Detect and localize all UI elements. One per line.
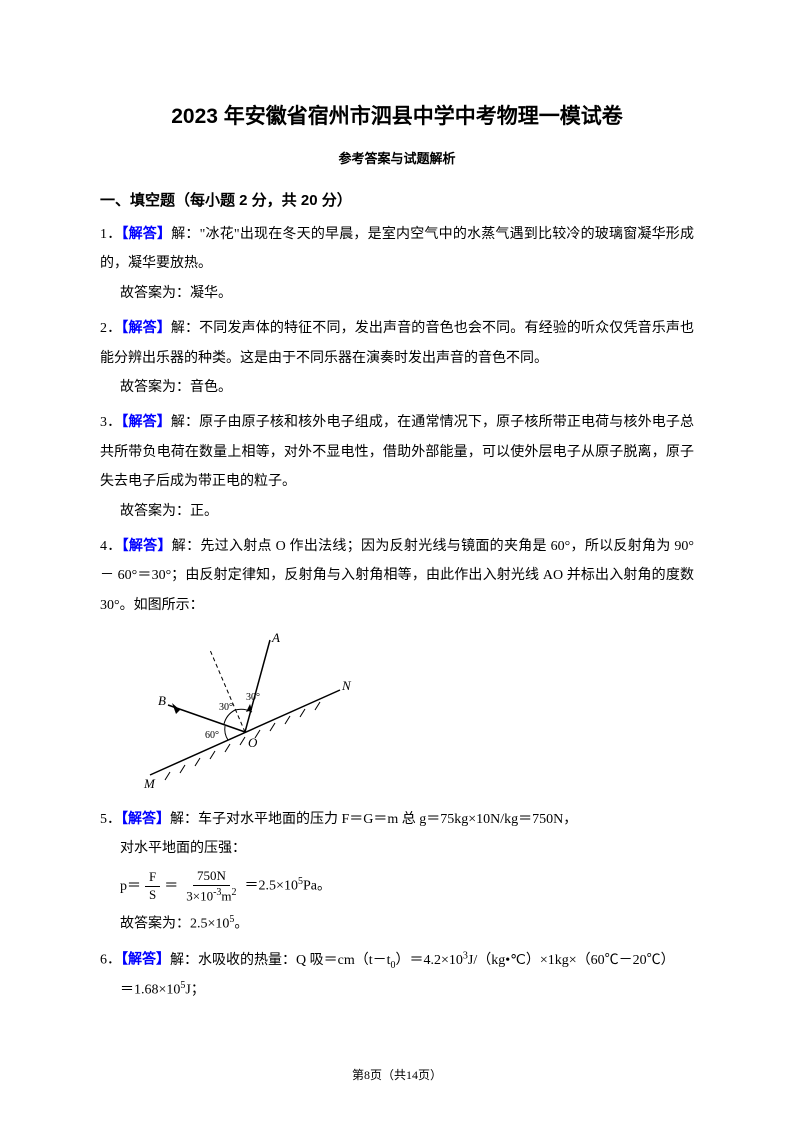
question-number: 1． (100, 227, 121, 242)
page-footer: 第8页（共14页） (0, 1066, 794, 1083)
answer-line: 故答案为：凝华。 (100, 279, 694, 308)
diagram-svg: A B N M O 30° 30° 60° (140, 630, 360, 790)
label-n: N (341, 678, 352, 693)
question-body: 解：水吸收的热量：Q 吸＝cm（t－t0）＝4.2×103J/（kg•℃）×1k… (170, 953, 675, 968)
question-2: 2．【解答】解：不同发声体的特征不同，发出声音的音色也会不同。有经验的听众仅凭音… (100, 314, 694, 402)
fraction-value: 750N 3×10-3m2 (182, 868, 240, 905)
angle-30-1: 30° (246, 692, 260, 703)
question-number: 2． (100, 321, 121, 336)
question-number: 6． (100, 953, 121, 968)
solve-label: 【解答】 (122, 539, 172, 554)
label-m: M (143, 776, 156, 790)
solve-label: 【解答】 (121, 415, 171, 430)
page-subtitle: 参考答案与试题解析 (100, 148, 694, 167)
solve-label: 【解答】 (121, 321, 171, 336)
label-b: B (158, 693, 166, 708)
page-title: 2023 年安徽省宿州市泗县中学中考物理一模试卷 (100, 100, 694, 130)
fraction-fs: F S (145, 869, 160, 904)
section-title: 一、填空题（每小题 2 分，共 20 分） (100, 189, 694, 210)
question-body: 解："冰花"出现在冬天的早晨，是室内空气中的水蒸气遇到比较冷的玻璃窗凝华形成的，… (100, 227, 694, 271)
solve-label: 【解答】 (121, 812, 170, 827)
answer-line: 故答案为：2.5×105。 (100, 909, 694, 939)
solve-label: 【解答】 (121, 227, 171, 242)
answer-line: 故答案为：正。 (100, 497, 694, 526)
question-number: 3． (100, 415, 121, 430)
formula-line: p＝ F S ＝ 750N 3×10-3m2 ＝2.5×105Pa。 (100, 868, 694, 905)
angle-30-2: 30° (219, 702, 233, 713)
question-body: 解：先过入射点 O 作出法线；因为反射光线与镜面的夹角是 60°，所以反射角为 … (100, 539, 694, 613)
solve-label: 【解答】 (121, 953, 170, 968)
question-6: 6．【解答】解：水吸收的热量：Q 吸＝cm（t－t0）＝4.2×103J/（kg… (100, 945, 694, 1006)
sub-line: 对水平地面的压强： (100, 834, 694, 863)
label-o: O (248, 735, 258, 750)
question-body: 解：原子由原子核和核外电子组成，在通常情况下，原子核所带正电荷与核外电子总共所带… (100, 415, 694, 489)
question-1: 1．【解答】解："冰花"出现在冬天的早晨，是室内空气中的水蒸气遇到比较冷的玻璃窗… (100, 220, 694, 308)
label-a: A (271, 630, 280, 645)
question-number: 4． (100, 539, 122, 554)
q6-line2: ＝1.68×105J； (100, 975, 694, 1005)
reflection-diagram: A B N M O 30° 30° 60° (100, 630, 694, 795)
question-body: 解：车子对水平地面的压力 F＝G＝m 总 g＝75kg×10N/kg＝750N， (170, 812, 577, 827)
question-number: 5． (100, 812, 121, 827)
angle-60: 60° (205, 730, 219, 741)
question-5: 5．【解答】解：车子对水平地面的压力 F＝G＝m 总 g＝75kg×10N/kg… (100, 805, 694, 939)
question-4: 4．【解答】解：先过入射点 O 作出法线；因为反射光线与镜面的夹角是 60°，所… (100, 532, 694, 620)
question-3: 3．【解答】解：原子由原子核和核外电子组成，在通常情况下，原子核所带正电荷与核外… (100, 408, 694, 526)
answer-line: 故答案为：音色。 (100, 373, 694, 402)
question-body: 解：不同发声体的特征不同，发出声音的音色也会不同。有经验的听众仅凭音乐声也能分辨… (100, 321, 694, 365)
